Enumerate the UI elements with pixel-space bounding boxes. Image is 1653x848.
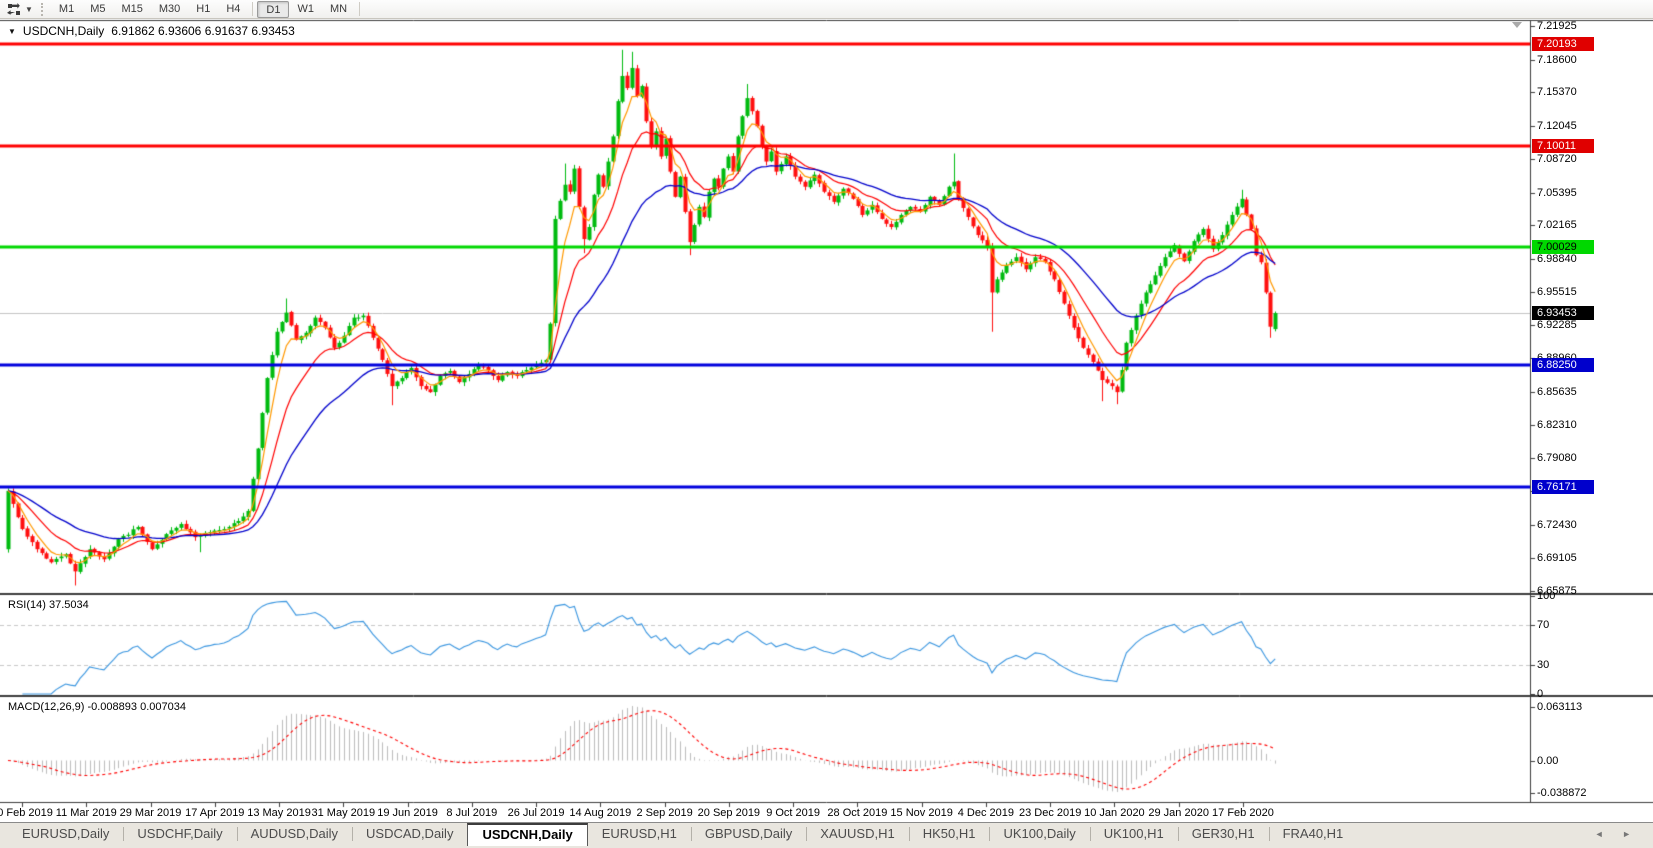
- price-axis-tick: 6.72430: [1537, 518, 1577, 531]
- tab-usdchf-daily[interactable]: USDCHF,Daily: [123, 823, 236, 846]
- price-axis-tick: 7.12045: [1537, 119, 1577, 132]
- price-axis-tick: 6.69105: [1537, 552, 1577, 565]
- timeframe-button-m30[interactable]: M30: [158, 2, 181, 15]
- chart-window: ▼ USDCNH,Daily 6.91862 6.93606 6.91637 6…: [0, 19, 1653, 822]
- time-axis-label: 19 Jun 2019: [377, 807, 438, 819]
- price-axis-tick: 7.05395: [1537, 186, 1577, 199]
- tab-ger30-h1[interactable]: GER30,H1: [1177, 823, 1269, 846]
- chart-ohlc-values: 6.91862 6.93606 6.91637 6.93453: [111, 24, 295, 38]
- price-chart-canvas[interactable]: [0, 19, 1653, 822]
- price-axis-tick: 7.15370: [1537, 86, 1577, 99]
- price-axis-tick: 6.85635: [1537, 385, 1577, 398]
- timeframe-button-m15[interactable]: M15: [121, 2, 143, 15]
- price-axis-tick: 7.08720: [1537, 153, 1577, 166]
- macd-axis-tick: 0.00: [1537, 754, 1559, 767]
- time-axis-label: 2 Sep 2019: [636, 807, 693, 819]
- rsi-axis-tick: 30: [1537, 658, 1550, 671]
- macd-indicator-label: MACD(12,26,9) -0.008893 0.007034: [8, 701, 186, 713]
- time-axis-label: 14 Aug 2019: [569, 807, 632, 819]
- price-axis-tick: 6.92285: [1537, 318, 1577, 331]
- toolbar-grip[interactable]: [40, 2, 46, 16]
- price-axis-tick: 7.21925: [1537, 20, 1577, 33]
- time-axis-label: 10 Jan 2020: [1084, 807, 1145, 819]
- price-axis-tick: 6.65875: [1537, 584, 1577, 597]
- time-axis-label: 26 Jul 2019: [507, 807, 565, 819]
- timeframe-button-h4[interactable]: H4: [226, 2, 241, 15]
- price-axis-tick: 7.18600: [1537, 53, 1577, 66]
- time-axis-label: 17 Apr 2019: [185, 807, 245, 819]
- price-axis-tick: 6.79080: [1537, 451, 1577, 464]
- tab-scroll-arrows[interactable]: ◄ ►: [1594, 829, 1639, 839]
- hline-price-marker: 6.88250: [1532, 358, 1594, 373]
- time-axis-label: 28 Oct 2019: [827, 807, 888, 819]
- time-axis-label: 9 Oct 2019: [766, 807, 821, 819]
- hline-price-marker: 7.00029: [1532, 239, 1594, 254]
- time-axis-label: 29 Mar 2019: [119, 807, 182, 819]
- time-axis-label: 13 May 2019: [247, 807, 311, 819]
- macd-axis-tick: 0.063113: [1537, 701, 1583, 713]
- tab-eurusd-h1[interactable]: EURUSD,H1: [601, 826, 677, 841]
- rsi-axis-tick: 70: [1537, 619, 1550, 632]
- time-axis-label: 11 Mar 2019: [55, 807, 117, 819]
- hline-price-marker: 7.20193: [1532, 36, 1594, 51]
- hline-price-marker: 6.76171: [1532, 480, 1594, 495]
- tab-hk50-h1[interactable]: HK50,H1: [908, 823, 990, 846]
- price-axis-tick: 6.95515: [1537, 286, 1577, 299]
- time-axis-label: 23 Dec 2019: [1018, 807, 1082, 819]
- timeframe-button-mn[interactable]: MN: [329, 2, 348, 15]
- price-axis-tick: 7.02165: [1537, 219, 1577, 232]
- rsi-axis-tick: 0: [1537, 688, 1544, 700]
- hline-price-marker: 7.10011: [1532, 139, 1594, 154]
- time-axis-label: 29 Jan 2020: [1148, 807, 1209, 819]
- timeframes-icon[interactable]: [4, 2, 24, 17]
- tab-usdcad-daily[interactable]: USDCAD,Daily: [352, 823, 467, 846]
- tab-gbpusd-daily[interactable]: GBPUSD,Daily: [690, 823, 806, 846]
- timeframe-button-w1[interactable]: W1: [297, 2, 314, 15]
- chart-symbol-label: USDCNH,Daily: [22, 24, 105, 38]
- toolbar-separator: [359, 2, 361, 16]
- tab-xauusd-h1[interactable]: XAUUSD,H1: [806, 823, 908, 846]
- symbol-menu-icon[interactable]: ▼: [8, 26, 16, 36]
- current-price-marker: 6.93453: [1532, 306, 1594, 321]
- chart-tab-bar: EURUSD,Daily USDCHF,Daily AUDUSD,Daily USDC…: [0, 822, 1653, 848]
- chart-title: ▼ USDCNH,Daily 6.91862 6.93606 6.91637 6…: [8, 24, 295, 38]
- time-axis-label: 8 Jul 2019: [446, 807, 498, 819]
- timeframe-button-d1[interactable]: D1: [257, 0, 290, 18]
- chart-shift-marker[interactable]: [1512, 22, 1522, 28]
- price-axis-tick: 6.82310: [1537, 419, 1577, 432]
- timeframe-button-h1[interactable]: H1: [196, 2, 211, 15]
- timeframe-button-m1[interactable]: M1: [58, 2, 75, 15]
- tab-usdcnh-daily[interactable]: USDCNH,Daily: [467, 823, 588, 846]
- time-axis-label: 15 Nov 2019: [890, 807, 953, 819]
- rsi-axis-tick: 100: [1537, 590, 1556, 602]
- timeframe-toolbar: ▼ M1 M5 M15 M30 H1 H4 D1 W1 MN: [0, 0, 1653, 19]
- time-axis-label: 20 Sep 2019: [697, 807, 761, 819]
- toolbar-separator: [252, 2, 254, 16]
- tab-uk100-h1[interactable]: UK100,H1: [1089, 823, 1178, 846]
- rsi-indicator-label: RSI(14) 37.5034: [8, 599, 89, 611]
- tab-fra40-h1[interactable]: FRA40,H1: [1268, 823, 1358, 846]
- time-axis-label: 31 May 2019: [311, 807, 376, 819]
- time-axis-label: 17 Feb 2020: [1212, 807, 1274, 819]
- tab-uk100-daily[interactable]: UK100,Daily: [989, 823, 1089, 846]
- time-axis-label: 20 Feb 2019: [0, 807, 53, 819]
- chevron-down-icon[interactable]: ▼: [25, 4, 33, 14]
- time-axis-label: 4 Dec 2019: [957, 807, 1015, 819]
- tab-eurusd-daily[interactable]: EURUSD,Daily: [22, 826, 110, 841]
- tab-audusd-daily[interactable]: AUDUSD,Daily: [236, 823, 352, 846]
- macd-axis-tick: -0.038872: [1537, 787, 1587, 799]
- price-axis-tick: 6.98840: [1537, 252, 1577, 265]
- timeframe-button-m5[interactable]: M5: [90, 2, 106, 15]
